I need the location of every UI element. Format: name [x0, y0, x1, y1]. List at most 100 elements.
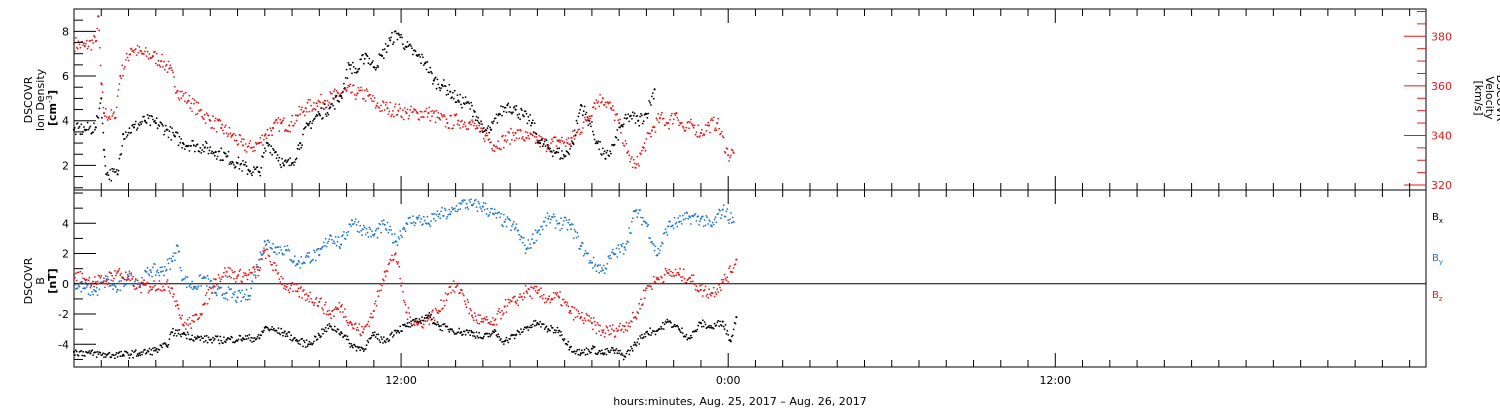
by-point — [498, 211, 501, 214]
by-point — [697, 215, 700, 218]
by-point — [579, 244, 583, 248]
density-point — [609, 150, 611, 153]
velocity-point — [130, 47, 133, 50]
velocity-point — [145, 55, 148, 58]
velocity-point — [193, 99, 196, 102]
bz-point — [433, 319, 436, 322]
density-point — [85, 128, 88, 131]
density-point — [188, 150, 191, 152]
bx-point — [381, 338, 383, 341]
velocity-point — [240, 140, 243, 143]
velocity-point — [571, 130, 574, 133]
by-point — [293, 255, 296, 258]
density-point — [134, 123, 136, 126]
bz-point — [671, 275, 673, 278]
density-point — [432, 79, 435, 82]
density-point — [492, 122, 494, 125]
bx-point — [726, 329, 729, 332]
bx-point — [333, 329, 335, 331]
velocity-point — [159, 65, 162, 68]
by-point — [484, 202, 487, 205]
bz-point — [475, 319, 478, 322]
bz-point — [450, 291, 452, 294]
bz-point — [81, 272, 84, 275]
velocity-point — [372, 100, 375, 103]
density-point — [389, 39, 392, 42]
velocity-point — [364, 100, 367, 102]
bz-point — [139, 286, 142, 289]
density-point — [92, 131, 94, 134]
bz-point — [115, 272, 118, 275]
velocity-point — [262, 144, 264, 146]
velocity-point — [699, 131, 703, 135]
bx-point — [438, 325, 441, 328]
by-point — [552, 213, 555, 216]
velocity-point — [640, 153, 642, 156]
bz-point — [345, 319, 348, 322]
by-point — [381, 220, 383, 223]
bz-point — [151, 288, 154, 291]
bx-point — [361, 347, 364, 350]
velocity-point — [84, 42, 87, 45]
bz-point — [306, 298, 309, 300]
velocity-point — [586, 119, 589, 122]
bx-point — [114, 353, 117, 356]
velocity-point — [252, 150, 254, 153]
bz-point — [187, 324, 190, 326]
density-point — [122, 133, 125, 136]
bx-point — [403, 323, 406, 326]
velocity-point — [370, 97, 372, 100]
bx-point — [467, 331, 470, 334]
velocity-point — [721, 135, 724, 138]
bx-point — [224, 341, 227, 344]
density-point — [350, 64, 352, 66]
density-point — [146, 114, 149, 116]
bx-point — [606, 347, 609, 350]
density-point — [281, 157, 283, 160]
bx-point — [486, 332, 489, 335]
density-point — [480, 120, 482, 123]
density-point — [362, 62, 365, 65]
bx-point — [276, 331, 279, 334]
density-point — [354, 67, 357, 70]
bx-point — [217, 339, 220, 341]
by-point — [599, 264, 601, 267]
bz-point — [369, 316, 372, 319]
by-point — [661, 242, 664, 245]
density-point — [292, 161, 294, 164]
by-point — [258, 258, 261, 261]
bz-point — [714, 291, 717, 294]
bz-point — [635, 317, 638, 320]
density-point — [198, 150, 201, 153]
velocity-point — [146, 50, 149, 53]
bx-point — [380, 336, 382, 338]
density-point — [97, 117, 100, 119]
density-point — [238, 168, 241, 170]
density-point — [111, 167, 114, 170]
density-point — [582, 110, 585, 113]
bz-point — [91, 282, 94, 284]
bz-point — [303, 293, 306, 296]
velocity-point — [384, 104, 387, 106]
bz-point — [233, 277, 235, 280]
bz-point — [373, 302, 376, 305]
by-point — [169, 268, 172, 271]
y-title-line: Velocity — [1483, 76, 1496, 120]
velocity-point — [77, 40, 80, 43]
bx-point — [539, 320, 541, 323]
by-point — [350, 219, 354, 222]
density-point — [549, 147, 551, 150]
bx-point — [158, 349, 161, 351]
by-point — [468, 199, 471, 201]
bx-point — [138, 352, 141, 355]
bz-point — [203, 302, 206, 305]
by-point — [538, 229, 541, 232]
density-point — [407, 45, 410, 48]
velocity-point — [356, 92, 359, 95]
bz-point — [552, 291, 555, 294]
by-point — [317, 248, 320, 250]
by-point — [396, 244, 399, 247]
by-point — [256, 268, 259, 271]
density-point — [400, 33, 402, 36]
by-point — [483, 208, 486, 211]
